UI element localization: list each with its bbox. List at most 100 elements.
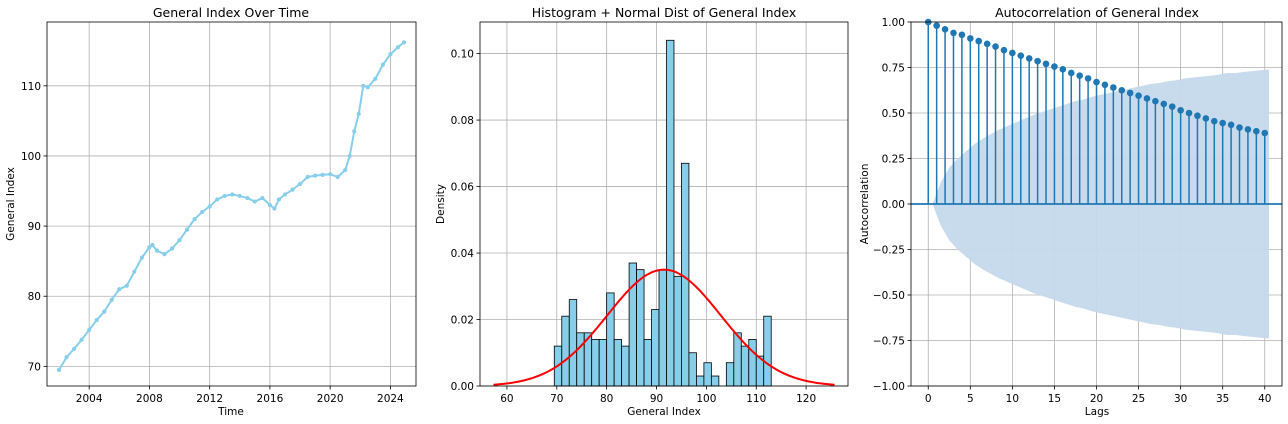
histogram-bar	[561, 315, 570, 387]
x-tick-label: 2008	[136, 393, 163, 405]
data-point	[132, 269, 137, 274]
acf-point	[1110, 84, 1117, 91]
acf-point	[941, 25, 949, 33]
data-point	[365, 85, 370, 90]
line-chart-title: General Index Over Time	[153, 5, 310, 20]
data-point	[215, 197, 220, 202]
y-tick-label: 0.00	[882, 199, 905, 211]
data-point	[282, 192, 288, 197]
acf-point	[1009, 49, 1016, 57]
data-point	[373, 76, 378, 81]
acf-point	[1034, 57, 1041, 65]
acf-point	[992, 43, 999, 50]
data-point	[94, 317, 99, 323]
data-point	[401, 40, 407, 45]
histogram-bar	[688, 352, 697, 387]
histogram-xlabel: General Index	[627, 406, 701, 418]
y-tick-label: −0.25	[873, 245, 905, 257]
y-tick-label: 0.06	[451, 182, 475, 194]
histogram-bar	[613, 339, 623, 387]
data-point	[154, 248, 160, 253]
acf-point	[958, 31, 966, 39]
data-point	[72, 346, 77, 351]
y-tick-label: 90	[28, 221, 41, 233]
x-tick-label: 35	[1216, 393, 1229, 405]
x-tick-label: 30	[1174, 393, 1187, 405]
acf-point	[967, 35, 974, 42]
acf-point	[1168, 103, 1176, 110]
acf-point	[1143, 95, 1151, 102]
data-point	[230, 192, 235, 197]
x-tick-label: 20	[1090, 393, 1103, 405]
acf-point	[1152, 97, 1159, 105]
y-tick-label: −0.50	[873, 290, 905, 302]
data-point	[260, 195, 265, 201]
normal-curve	[493, 268, 835, 386]
data-point	[343, 167, 348, 173]
x-tick-label: 110	[746, 393, 766, 405]
y-tick-label: 0.50	[882, 108, 905, 120]
y-tick-label: 0.02	[451, 315, 474, 327]
data-point	[56, 367, 62, 372]
acf-point	[1042, 60, 1050, 68]
series-line	[58, 41, 405, 371]
x-tick-label: 2016	[257, 393, 284, 405]
x-tick-label: 25	[1132, 393, 1145, 405]
x-tick-label: 2004	[76, 393, 103, 405]
data-point	[320, 172, 325, 177]
histogram-bar	[763, 315, 772, 387]
y-tick-label: 0.04	[451, 248, 475, 260]
y-tick-label: 100	[21, 151, 41, 163]
acf-point	[1236, 124, 1243, 131]
histogram-bar	[643, 339, 652, 387]
line-chart-panel: General Index Over Time 2004 2008 2012 2016…	[5, 5, 417, 418]
data-point	[169, 246, 175, 251]
acf-point	[1000, 46, 1008, 54]
line-chart-frame	[46, 21, 417, 387]
data-point	[64, 355, 69, 360]
y-tick-label: 0.00	[451, 381, 474, 393]
data-point	[335, 174, 340, 180]
data-point	[222, 193, 227, 199]
histogram-title: Histogram + Normal Dist of General Index	[532, 5, 797, 20]
x-tick-label: 80	[600, 393, 613, 405]
histogram-bar	[621, 345, 630, 387]
acf-point	[1017, 52, 1025, 59]
acf-point	[1126, 89, 1134, 97]
data-point	[312, 173, 318, 178]
acf-xlabel: Lags	[1085, 406, 1109, 418]
data-point	[87, 327, 92, 332]
acf-point	[1025, 55, 1033, 62]
acf-point	[1059, 66, 1067, 73]
histogram-ylabel: Density	[435, 184, 447, 224]
x-tick-label: 5	[967, 393, 974, 405]
acf-point	[1084, 75, 1092, 82]
data-point	[139, 255, 144, 260]
histogram-bar	[740, 345, 750, 387]
acf-point	[1210, 117, 1218, 125]
histogram-bar	[696, 375, 705, 387]
acf-point	[1194, 112, 1201, 120]
x-tick-label: 10	[1006, 393, 1019, 405]
acf-point	[1093, 78, 1100, 86]
histogram-bar	[725, 362, 735, 387]
data-point	[356, 111, 361, 116]
data-point	[124, 283, 129, 288]
acf-point	[975, 37, 983, 45]
histogram-bar	[636, 269, 645, 387]
y-tick-label: 110	[21, 81, 41, 93]
data-point	[150, 242, 155, 248]
data-point	[177, 238, 182, 243]
acf-point	[1051, 63, 1058, 70]
x-tick-label: 70	[550, 393, 563, 405]
line-chart-ylabel: General Index	[5, 167, 17, 241]
y-tick-label: 0.25	[882, 154, 905, 166]
acf-point	[1177, 106, 1184, 114]
x-tick-label: 2012	[196, 393, 223, 405]
y-tick-label: 1.00	[882, 17, 905, 29]
x-tick-label: 60	[500, 393, 513, 405]
data-point	[328, 172, 333, 177]
histogram-bar	[673, 275, 682, 387]
histogram-bar	[703, 362, 712, 387]
